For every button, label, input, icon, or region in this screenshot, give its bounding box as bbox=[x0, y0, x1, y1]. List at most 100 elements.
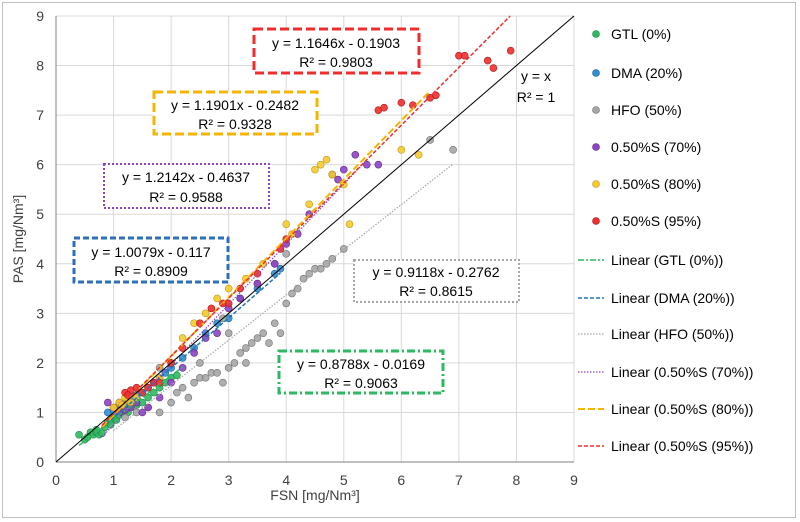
data-point-hfo bbox=[167, 398, 175, 407]
x-tick-label: 3 bbox=[225, 472, 233, 488]
data-point-s70 bbox=[351, 150, 360, 159]
legend-item-s95: 0.50%S (95%) bbox=[592, 213, 701, 229]
data-point-s70 bbox=[104, 398, 112, 407]
data-point-s70 bbox=[339, 165, 348, 174]
y-tick-label: 3 bbox=[36, 305, 44, 321]
data-point-hfo bbox=[121, 413, 129, 422]
data-point-hfo bbox=[242, 344, 250, 352]
data-point-hfo bbox=[316, 264, 325, 273]
axes bbox=[55, 16, 574, 463]
data-point-s80 bbox=[201, 309, 210, 318]
identity-line bbox=[55, 15, 575, 463]
equation-gtl: y = 0.8788x - 0.0169 bbox=[297, 356, 425, 372]
y-axis-title: PAS [mg/Nm³] bbox=[10, 195, 26, 283]
data-point-s80 bbox=[213, 294, 221, 303]
y-tick-label: 8 bbox=[36, 58, 44, 74]
y-tick-label: 1 bbox=[36, 404, 44, 420]
x-tick-label: 0 bbox=[52, 472, 60, 488]
x-tick-label: 5 bbox=[340, 472, 348, 488]
trendlines bbox=[78, 15, 511, 447]
legend: GTL (0%) DMA (20%) HFO (50%) 0.50%S (70%… bbox=[578, 26, 753, 454]
equation-box-s70-frame bbox=[103, 163, 270, 209]
legend-item-gtl: GTL (0%) bbox=[592, 26, 671, 42]
data-point-hfo bbox=[236, 349, 244, 357]
legend-label-linear-s70: Linear (0.50%S (70%)) bbox=[611, 364, 753, 380]
x-tick-label: 7 bbox=[455, 472, 463, 488]
legend-label-s95: 0.50%S (95%) bbox=[611, 213, 701, 229]
equation-box-s95: y = 1.1646x - 0.1903 R² = 0.9803 bbox=[252, 27, 421, 75]
y-tick-label: 7 bbox=[36, 107, 44, 123]
data-point-hfo bbox=[282, 299, 291, 308]
r2-s80: R² = 0.9328 bbox=[198, 116, 272, 132]
r2-s70: R² = 0.9588 bbox=[149, 189, 223, 205]
data-point-hfo bbox=[190, 378, 198, 387]
data-point-hfo bbox=[449, 146, 457, 154]
r2-s95: R² = 0.9803 bbox=[299, 54, 373, 70]
data-point-hfo bbox=[224, 364, 233, 372]
r2-hfo: R² = 0.8615 bbox=[399, 283, 473, 299]
x-axis-title: FSN [mg/Nm³] bbox=[270, 487, 359, 503]
x-tick-label: 8 bbox=[513, 472, 521, 488]
equation-box-s80: y = 1.1901x - 0.2482 R² = 0.9328 bbox=[152, 90, 319, 136]
equation-box-s70: y = 1.2142x - 0.4637 R² = 0.9588 bbox=[103, 163, 270, 209]
legend-marker-s80 bbox=[592, 180, 600, 188]
data-point-s95 bbox=[397, 98, 406, 107]
data-point-s95 bbox=[432, 91, 440, 100]
data-point-s80 bbox=[311, 165, 319, 174]
legend-label-s70: 0.50%S (70%) bbox=[611, 139, 701, 155]
data-point-s80 bbox=[109, 403, 118, 412]
data-point-hfo bbox=[184, 393, 193, 402]
data-point-hfo bbox=[201, 373, 210, 382]
legend-item-linear-gtl: Linear (GTL (0%)) bbox=[578, 252, 723, 268]
data-point-s70 bbox=[144, 403, 152, 412]
y-tick-label: 2 bbox=[36, 355, 44, 371]
legend-item-linear-s70: Linear (0.50%S (70%)) bbox=[578, 364, 753, 380]
data-point-hfo bbox=[276, 329, 285, 337]
trendline-s80 bbox=[101, 90, 431, 428]
data-point-hfo bbox=[339, 245, 348, 253]
data-point-s95 bbox=[207, 304, 216, 313]
data-point-hfo bbox=[328, 255, 337, 263]
legend-marker-gtl bbox=[592, 30, 600, 38]
data-point-s95 bbox=[506, 46, 515, 55]
legend-item-s80: 0.50%S (80%) bbox=[592, 176, 701, 192]
equation-dma: y = 1.0079x - 0.117 bbox=[91, 244, 210, 260]
equation-box-hfo: y = 0.9118x - 0.2762 R² = 0.8615 bbox=[353, 259, 520, 303]
data-point-hfo bbox=[230, 359, 239, 367]
equation-box-dma: y = 1.0079x - 0.117 R² = 0.8909 bbox=[72, 236, 230, 284]
equation-box-s80-frame bbox=[152, 90, 319, 136]
trendline-s70 bbox=[101, 159, 368, 438]
data-point-s80 bbox=[316, 160, 325, 169]
data-point-s70 bbox=[374, 160, 383, 169]
legend-item-dma: DMA (20%) bbox=[592, 65, 683, 81]
legend-item-linear-dma: Linear (DMA (20%)) bbox=[578, 290, 735, 306]
legend-label-s80: 0.50%S (80%) bbox=[611, 176, 701, 192]
legend-item-linear-hfo: Linear (HFO (50%)) bbox=[578, 326, 734, 342]
x-tick-label: 6 bbox=[397, 472, 405, 488]
tick-labels: 0 1 2 3 4 5 6 7 8 9 0 1 2 3 4 5 6 7 8 9 bbox=[36, 8, 578, 488]
data-point-s70 bbox=[334, 175, 342, 184]
y-tick-label: 6 bbox=[36, 157, 44, 173]
equation-box-gtl: y = 0.8788x - 0.0169 R² = 0.9063 bbox=[277, 349, 445, 395]
data-point-s80 bbox=[178, 334, 187, 342]
data-point-gtl bbox=[75, 430, 83, 439]
y-tick-label: 0 bbox=[36, 454, 44, 470]
r2-dma: R² = 0.8909 bbox=[114, 263, 188, 279]
y-tick-label: 9 bbox=[36, 8, 44, 24]
legend-label-linear-hfo: Linear (HFO (50%)) bbox=[611, 326, 734, 342]
legend-label-hfo: HFO (50%) bbox=[611, 102, 682, 118]
legend-label-linear-s95: Linear (0.50%S (95%)) bbox=[611, 438, 753, 454]
equation-s80: y = 1.1901x - 0.2482 bbox=[171, 97, 299, 113]
legend-item-hfo: HFO (50%) bbox=[592, 102, 682, 118]
legend-marker-s70 bbox=[592, 143, 600, 151]
data-point-s70 bbox=[213, 329, 221, 337]
data-point-hfo bbox=[253, 334, 262, 342]
data-point-s95 bbox=[483, 56, 492, 65]
data-point-hfo bbox=[155, 408, 164, 417]
equation-box-dma-frame bbox=[72, 236, 230, 284]
legend-label-linear-dma: Linear (DMA (20%)) bbox=[611, 290, 735, 306]
data-point-hfo bbox=[213, 368, 221, 377]
legend-marker-dma bbox=[592, 69, 600, 77]
x-tick-label: 2 bbox=[167, 472, 175, 488]
